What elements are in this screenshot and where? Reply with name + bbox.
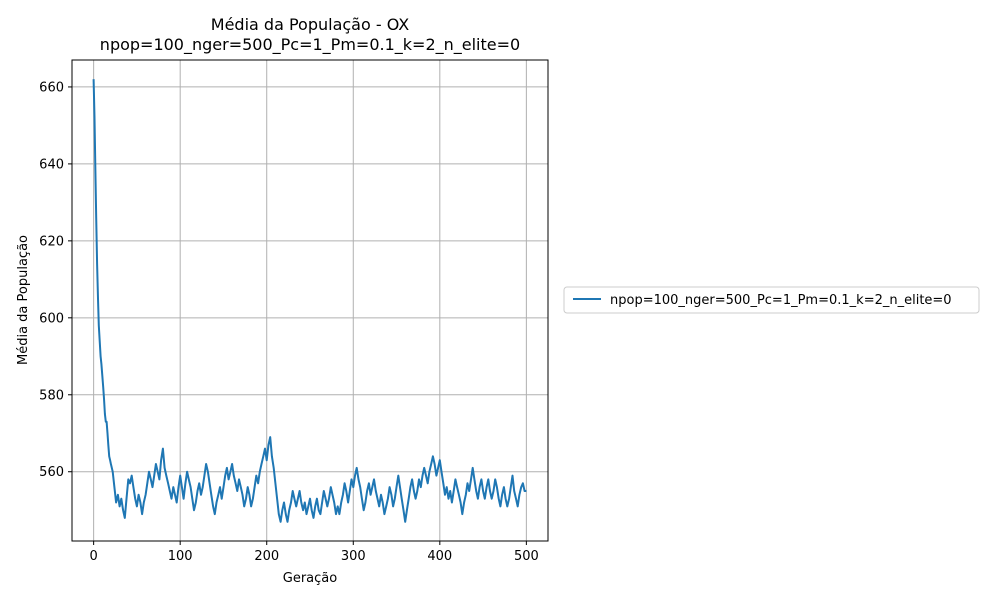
ticks: 0 100 200 300 400 500 560 580 600 620 640 660 [39,80,539,564]
x-tick-label: 100 [168,549,193,564]
y-tick-label: 560 [39,465,64,480]
y-tick-label: 580 [39,388,64,403]
y-tick-label: 600 [39,311,64,326]
chart-subtitle: npop=100_nger=500_Pc=1_Pm=0.1_k=2_n_elit… [100,35,520,55]
x-tick-label: 400 [427,549,452,564]
legend: npop=100_nger=500_Pc=1_Pm=0.1_k=2_n_elit… [563,286,980,314]
x-axis-label: Geração [283,571,337,586]
grid [72,60,548,541]
series-line-0 [92,79,527,523]
y-tick-label: 620 [39,234,64,249]
legend-box [563,286,980,314]
x-tick-label: 500 [514,549,539,564]
y-tick-label: 640 [39,157,64,172]
y-axis-label: Média da População [16,235,31,365]
x-tick-label: 200 [254,549,279,564]
y-tick-label: 660 [39,80,64,95]
x-tick-label: 300 [341,549,366,564]
legend-label: npop=100_nger=500_Pc=1_Pm=0.1_k=2_n_elit… [610,293,952,308]
x-tick-label: 0 [89,549,97,564]
series-layer [92,79,527,523]
plot-frame [71,59,549,542]
chart-title: Média da População - OX [211,15,410,34]
